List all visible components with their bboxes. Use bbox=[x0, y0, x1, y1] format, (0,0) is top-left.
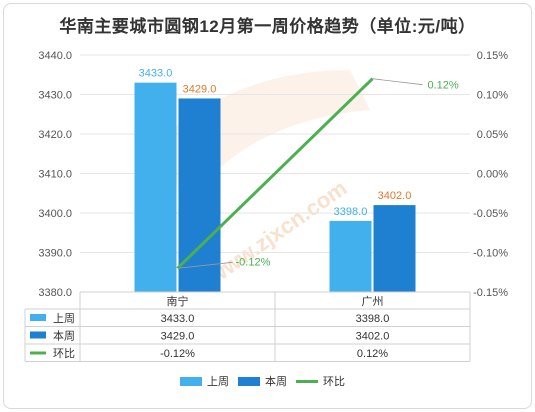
category-label: 广州 bbox=[362, 295, 384, 308]
ratio-label: 0.12% bbox=[428, 80, 459, 92]
table-row-name: 本周 bbox=[53, 329, 75, 343]
watermark-text: www.zjxcn.com bbox=[203, 175, 352, 290]
bar-本周-广州 bbox=[373, 205, 416, 292]
table-row-name: 环比 bbox=[53, 347, 75, 360]
y-right-tick: 0.00% bbox=[477, 169, 508, 181]
legend-label: 本周 bbox=[265, 374, 287, 388]
y-left-tick: 3410.0 bbox=[38, 169, 72, 181]
table-cell: 3429.0 bbox=[161, 331, 195, 343]
legend: 上周 本周 环比 bbox=[180, 374, 345, 388]
bar-label: 3402.0 bbox=[378, 190, 412, 202]
y-right-tick: 0.10% bbox=[477, 90, 508, 102]
table-cell: -0.12% bbox=[160, 348, 195, 360]
table-cell: 3398.0 bbox=[356, 313, 390, 325]
bar-上周-南宁 bbox=[134, 82, 177, 293]
y-right-tick: -0.05% bbox=[473, 208, 508, 220]
y-right-tick: -0.10% bbox=[473, 248, 508, 260]
y-left-tick: 3400.0 bbox=[38, 208, 72, 220]
ratio-leader bbox=[372, 78, 423, 86]
chart-frame bbox=[3, 3, 532, 409]
y-left-tick: 3420.0 bbox=[38, 129, 72, 141]
table-row-name: 上周 bbox=[53, 312, 75, 325]
y-left-tick: 3430.0 bbox=[38, 90, 72, 102]
axes: 3380.0 3390.0 3400.0 3410.0 3420.0 3430.0 3440… bbox=[38, 50, 508, 299]
table-key-swatch bbox=[30, 314, 46, 321]
bar-label: 3398.0 bbox=[334, 206, 368, 218]
y-right-tick: -0.15% bbox=[473, 287, 508, 299]
legend-label: 上周 bbox=[207, 375, 229, 388]
table-key-swatch bbox=[30, 331, 46, 339]
y-left-tick: 3440.0 bbox=[38, 50, 72, 62]
table-cell: 3402.0 bbox=[356, 331, 390, 343]
ratio-line bbox=[176, 77, 423, 270]
bar-label: 3433.0 bbox=[139, 68, 173, 80]
bar-label: 3429.0 bbox=[183, 83, 217, 95]
y-left-tick: 3380.0 bbox=[38, 287, 72, 299]
bar-上周-广州 bbox=[329, 220, 372, 292]
y-right-tick: 0.05% bbox=[477, 129, 508, 141]
legend-label: 环比 bbox=[323, 375, 345, 388]
legend-swatch bbox=[180, 377, 202, 386]
y-left-tick: 3390.0 bbox=[38, 248, 72, 260]
y-right-tick: 0.15% bbox=[477, 50, 508, 62]
category-label: 南宁 bbox=[167, 294, 189, 308]
table-cell: 3433.0 bbox=[161, 313, 195, 325]
table-cell: 0.12% bbox=[357, 348, 388, 360]
chart-title: 华南主要城市圆钢12月第一周价格趋势（单位:元/吨） bbox=[59, 17, 476, 36]
ratio-leader bbox=[177, 261, 233, 269]
ratio-polyline bbox=[176, 77, 374, 270]
ratio-label: -0.12% bbox=[236, 256, 271, 268]
legend-swatch bbox=[238, 377, 260, 386]
data-labels: 3433.0 3429.0 3398.0 3402.0 -0.12% 0.12% bbox=[139, 68, 459, 269]
